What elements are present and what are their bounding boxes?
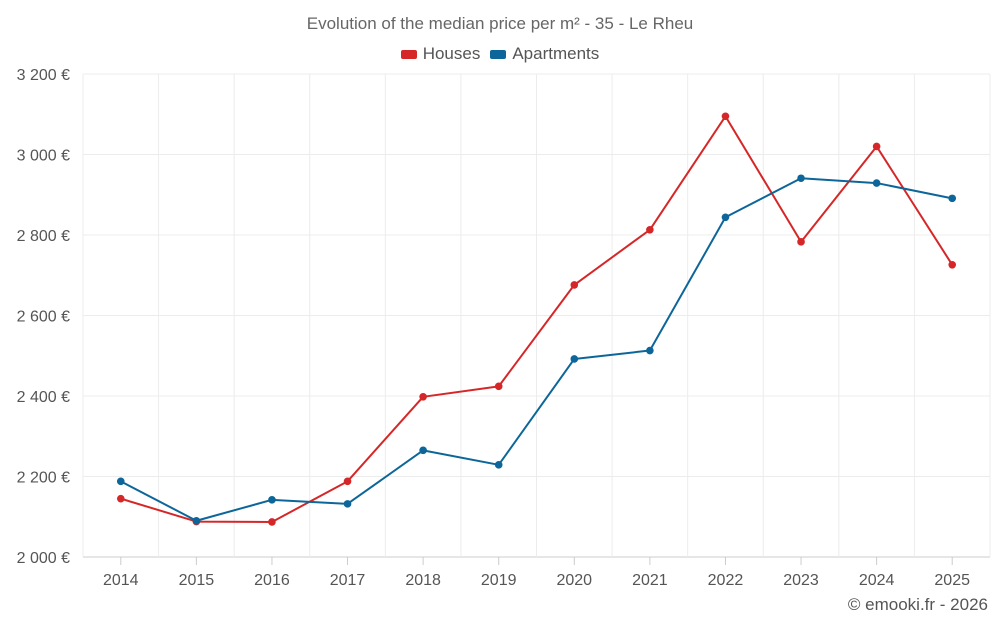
data-point-houses [948, 260, 957, 269]
x-tick-label: 2021 [632, 572, 668, 589]
data-point-apartments [646, 346, 654, 355]
data-point-apartments [570, 355, 579, 363]
data-point-houses [343, 477, 352, 486]
y-tick-label: 2 400 € [17, 389, 70, 406]
data-point-houses [646, 225, 654, 234]
x-tick-label: 2022 [708, 572, 744, 589]
legend-swatch-apartments [490, 49, 507, 59]
x-tick-label: 2014 [103, 572, 139, 589]
x-tick-label: 2023 [783, 572, 819, 589]
data-point-houses [721, 112, 730, 121]
data-point-houses [570, 281, 579, 289]
legend-item-houses[interactable]: Houses [400, 44, 481, 64]
data-point-apartments [948, 194, 957, 203]
chart-title: Evolution of the median price per m² - 3… [306, 14, 694, 33]
x-tick-label: 2019 [481, 572, 517, 589]
series-line-apartments [120, 177, 953, 522]
data-point-houses [268, 518, 276, 526]
x-tick-label: 2015 [179, 572, 215, 589]
x-tick-label: 2016 [254, 572, 290, 589]
data-point-apartments [268, 496, 276, 504]
data-point-houses [419, 393, 427, 401]
data-point-apartments [494, 461, 503, 469]
series-line-houses [120, 115, 954, 523]
y-tick-label: 2 800 € [17, 228, 70, 245]
legend-swatch-houses [400, 49, 417, 59]
legend-label-apartments: Apartments [512, 44, 600, 63]
data-point-apartments [797, 174, 805, 183]
data-point-houses [494, 382, 503, 391]
x-tick-label: 2018 [405, 572, 441, 589]
y-tick-label: 3 200 € [17, 67, 70, 84]
y-tick-label: 2 000 € [17, 550, 70, 567]
x-tick-label: 2025 [934, 572, 970, 589]
legend: Houses Apartments [0, 44, 1000, 64]
data-point-houses [797, 238, 805, 246]
x-tick-label: 2024 [859, 572, 895, 589]
y-tick-label: 3 000 € [17, 148, 70, 165]
data-point-apartments [419, 446, 427, 455]
data-point-houses [116, 494, 125, 503]
legend-label-houses: Houses [422, 44, 481, 63]
x-tick-label: 2020 [556, 572, 592, 589]
data-point-apartments [116, 477, 125, 486]
copyright-credit: © emooki.fr - 2026 [847, 595, 988, 614]
data-point-houses [872, 142, 881, 151]
data-point-apartments [192, 516, 201, 525]
data-point-apartments [343, 500, 352, 508]
x-tick-label: 2017 [330, 572, 366, 589]
data-point-apartments [872, 179, 881, 187]
legend-item-apartments[interactable]: Apartments [490, 44, 599, 64]
data-point-apartments [721, 213, 730, 222]
y-tick-label: 2 600 € [17, 309, 70, 326]
y-tick-label: 2 200 € [17, 470, 70, 487]
